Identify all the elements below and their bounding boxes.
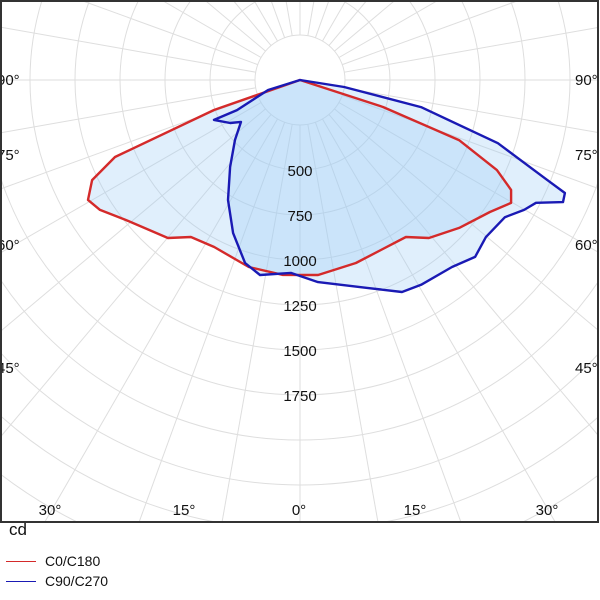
- grid-spoke: [307, 124, 379, 522]
- grid-spoke: [1, 102, 262, 254]
- legend-item-c0-c180: C0/C180: [6, 551, 108, 571]
- unit-label: cd: [9, 520, 27, 539]
- grid-spoke: [138, 122, 286, 522]
- grid-spoke: [44, 118, 278, 522]
- grid-spoke: [334, 1, 395, 52]
- grid-spoke: [322, 118, 556, 522]
- radial-tick-label: 1250: [283, 298, 316, 315]
- grid-spoke: [205, 1, 266, 52]
- grid-spoke: [270, 1, 286, 38]
- angle-label-right: 60°: [575, 237, 598, 254]
- grid-spoke: [344, 26, 598, 73]
- grid-spoke: [342, 94, 598, 189]
- series-fill-1: [214, 80, 565, 292]
- legend-label: C0/C180: [45, 553, 101, 569]
- intensity-curves: [86, 78, 567, 294]
- grid-spoke: [253, 1, 278, 42]
- series-line-c90-c270: [212, 78, 567, 294]
- angle-label-left: 75°: [0, 147, 20, 164]
- grid-spoke: [1, 94, 258, 190]
- grid-spoke: [1, 87, 256, 134]
- angle-label-bottom: 30°: [536, 502, 559, 519]
- angle-label-left: 45°: [0, 360, 20, 377]
- grid-spoke: [328, 114, 598, 436]
- grid-spoke: [314, 122, 462, 522]
- legend: C0/C180 C90/C270: [6, 551, 108, 591]
- grid-spoke: [1, 26, 256, 73]
- grid-spoke: [314, 1, 330, 38]
- series-fill-0: [88, 80, 512, 275]
- grid-spoke: [334, 108, 598, 331]
- angle-label-right: 75°: [575, 147, 598, 164]
- grid-spoke: [307, 1, 315, 36]
- legend-swatch-red: [6, 560, 36, 562]
- angle-label-left: 60°: [0, 237, 20, 254]
- angle-label-bottom: 0°: [292, 502, 306, 519]
- grid-spoke: [322, 1, 347, 42]
- radial-tick-labels: 500 750 1000 1250 1500 1750: [283, 163, 316, 405]
- intensity-fill: [88, 80, 565, 292]
- angle-label-right: 90°: [575, 72, 598, 89]
- grid-spoke: [233, 1, 272, 46]
- angle-label-bottom: 30°: [39, 502, 62, 519]
- grid-spoke: [285, 1, 293, 36]
- angle-label-left: 90°: [0, 72, 20, 89]
- legend-item-c90-c270: C90/C270: [6, 571, 108, 591]
- grid-spoke: [1, 114, 272, 437]
- angle-label-bottom: 15°: [404, 502, 427, 519]
- grid-spoke: [328, 1, 367, 46]
- grid-spoke: [344, 87, 598, 134]
- grid-spoke: [338, 102, 598, 253]
- grid-spoke: [82, 1, 258, 66]
- plot-frame: [0, 0, 599, 523]
- grid-spoke: [338, 1, 438, 58]
- radial-tick-label: 1500: [283, 343, 316, 360]
- polar-grid: [1, 1, 598, 522]
- radial-tick-label: 1000: [283, 253, 316, 270]
- legend-label: C90/C270: [45, 573, 109, 589]
- grid-spoke: [1, 108, 266, 332]
- radial-tick-label: 750: [287, 208, 312, 225]
- grid-spoke: [342, 1, 518, 66]
- grid-spoke: [162, 1, 262, 58]
- angle-label-bottom: 15°: [173, 502, 196, 519]
- grid-spoke: [221, 124, 293, 522]
- angle-label-right: 45°: [575, 360, 598, 377]
- legend-swatch-blue: [6, 580, 36, 582]
- radial-tick-label: 1750: [283, 388, 316, 405]
- radial-tick-label: 500: [287, 163, 312, 180]
- angle-labels: 90° 90° 75° 75° 60° 60° 45° 45° 30° 15° 0° 15° 30°: [0, 72, 598, 519]
